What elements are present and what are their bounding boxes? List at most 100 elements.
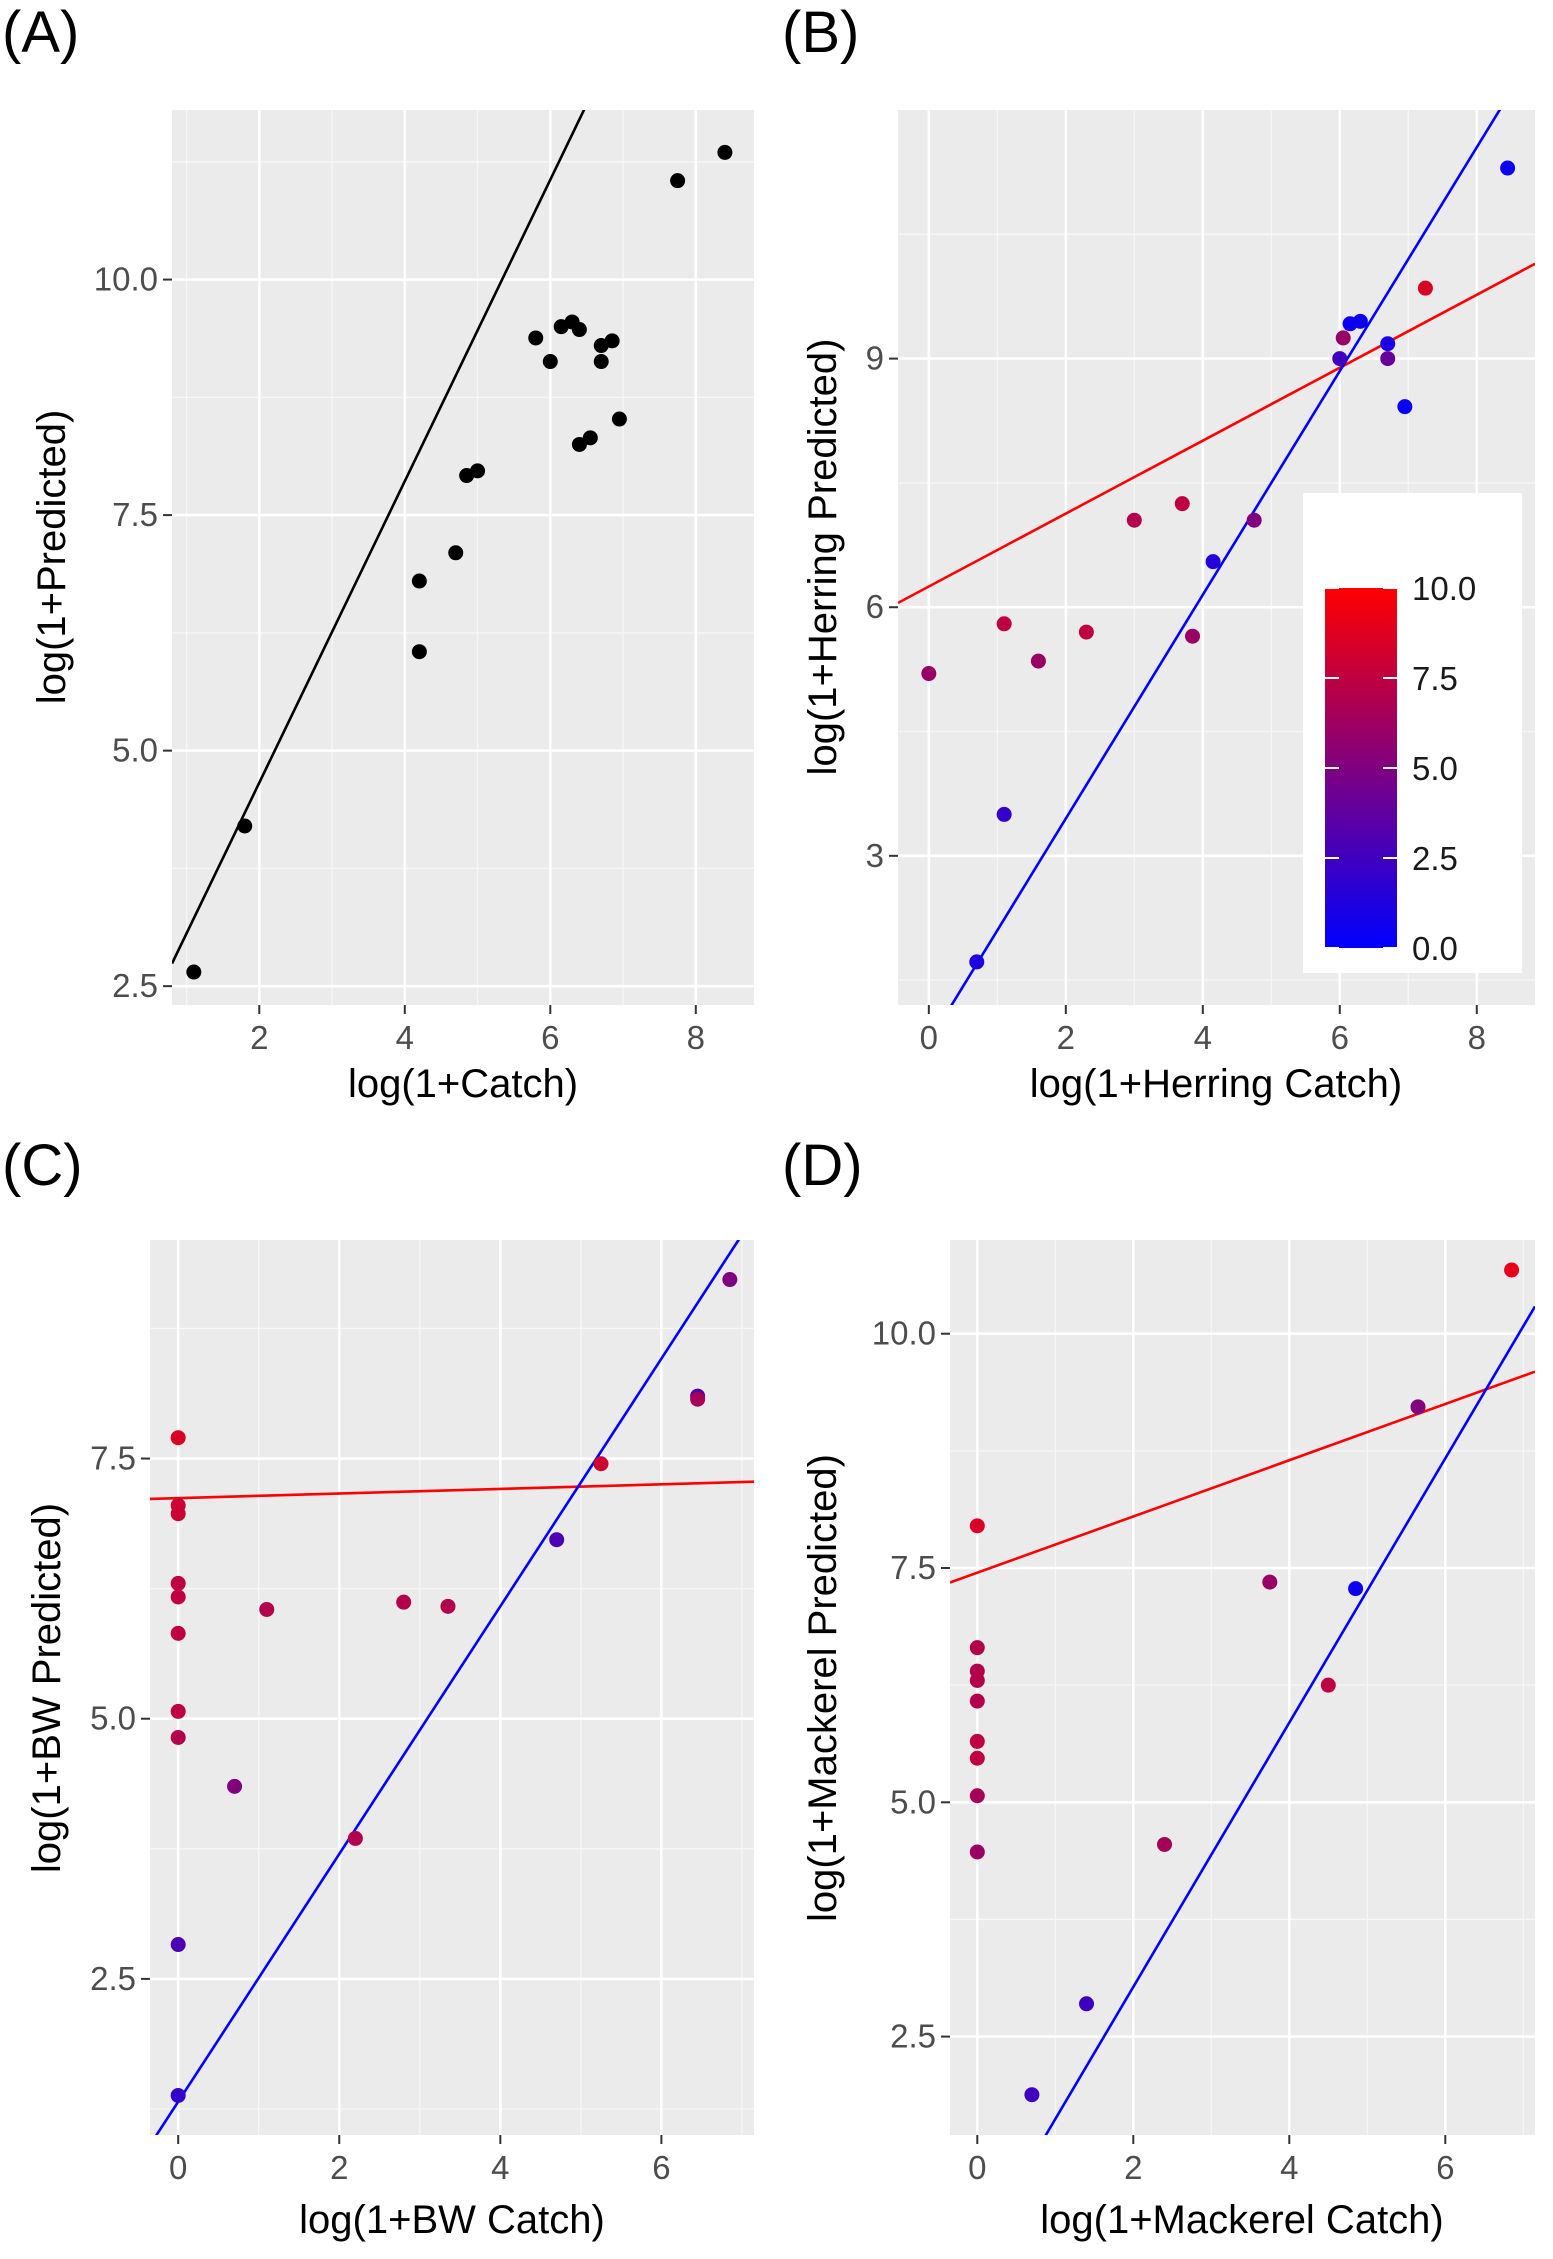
panel-b-data-point bbox=[921, 666, 937, 682]
panel-a-y-tick-label: 2.5 bbox=[112, 967, 158, 1004]
panel-d-data-point bbox=[969, 1788, 985, 1804]
panel-b-y-tick-label: 9 bbox=[866, 340, 884, 377]
panel-b-x-tick-label: 2 bbox=[1057, 1019, 1075, 1056]
panel-b-data-point bbox=[1380, 336, 1396, 352]
panel-a-lines bbox=[172, 110, 586, 965]
panel-c-data-point bbox=[170, 1589, 186, 1605]
panel-d-plot-area bbox=[950, 1240, 1535, 2135]
panel-c-plot-area bbox=[150, 1240, 754, 2135]
panel-c-data-point bbox=[347, 1830, 363, 1846]
panel-b-data-point bbox=[1126, 512, 1142, 528]
panel-a-data-point bbox=[470, 463, 486, 479]
panel-a-x-tick-label: 2 bbox=[250, 1019, 268, 1056]
panel-b-label: (B) bbox=[782, 0, 859, 65]
panel-d-x-tick-label: 2 bbox=[1124, 2149, 1142, 2186]
panel-b-data-point bbox=[1500, 160, 1516, 176]
panel-d-data-point bbox=[1024, 2087, 1040, 2103]
panel-b-data-point bbox=[1397, 399, 1413, 415]
panel-d-fit-line-red bbox=[950, 1370, 1535, 1584]
panel-b-data-point bbox=[1030, 653, 1046, 669]
panel-c-data-point bbox=[549, 1532, 565, 1548]
panel-a-x-axis-title: log(1+Catch) bbox=[348, 1062, 578, 1106]
panel-d-y-tick-label: 2.5 bbox=[890, 2018, 936, 2055]
panel-c: (C) 0 2 4 6 2.5 5.0 7.5 log(1+BW Catch) log(1+… bbox=[2, 1133, 754, 2242]
panel-a-x-tick-label: 4 bbox=[396, 1019, 414, 1056]
panel-d-data-point bbox=[969, 1672, 985, 1688]
panel-a-y-tick-label: 5.0 bbox=[112, 732, 158, 769]
panel-b-data-point bbox=[1332, 351, 1348, 367]
panel-d-x-tick-label: 0 bbox=[968, 2149, 986, 2186]
panel-b-x-tick-label: 0 bbox=[920, 1019, 938, 1056]
panel-b-data-point bbox=[1078, 624, 1094, 640]
panel-d-x-axis-title: log(1+Mackerel Catch) bbox=[1040, 2198, 1444, 2242]
panel-c-x-tick-label: 0 bbox=[169, 2149, 187, 2186]
panel-a-x-tick-label: 6 bbox=[541, 1019, 559, 1056]
panel-b-data-point bbox=[1185, 628, 1201, 644]
colorbar-tick-label: 7.5 bbox=[1412, 660, 1458, 697]
panel-c-plot-layer: 0 2 4 6 2.5 5.0 7.5 bbox=[90, 1240, 754, 2186]
panel-d-data-point bbox=[969, 1693, 985, 1709]
panel-a-data-point bbox=[411, 573, 427, 589]
panel-b-data-point bbox=[1380, 351, 1396, 367]
panel-c-y-axis-title: log(1+BW Predicted) bbox=[25, 1503, 69, 1873]
panel-d-data-point bbox=[969, 1733, 985, 1749]
panel-d-data-point bbox=[1079, 1996, 1094, 2012]
panel-b-data-point bbox=[996, 806, 1012, 822]
panel-b-data-point bbox=[1205, 554, 1221, 570]
panel-b-data-point bbox=[1352, 313, 1368, 329]
panel-c-y-tick-label: 2.5 bbox=[90, 1960, 136, 1997]
panel-a-data-point bbox=[237, 818, 253, 834]
panel-a-data-point bbox=[582, 430, 598, 446]
colorbar-tick-label: 10.0 bbox=[1412, 570, 1476, 607]
panel-c-label: (C) bbox=[2, 1133, 83, 1198]
panel-a-data-point bbox=[528, 330, 544, 346]
colorbar-tick-label: 0.0 bbox=[1412, 930, 1458, 967]
panel-b-data-point bbox=[969, 954, 985, 970]
panel-c-x-tick-label: 4 bbox=[491, 2149, 509, 2186]
colorbar-tick-label: 2.5 bbox=[1412, 840, 1458, 877]
panel-d-plot-layer: 0 2 4 6 2.5 5.0 7.5 10.0 bbox=[872, 1240, 1535, 2186]
panel-b-x-tick-label: 4 bbox=[1194, 1019, 1212, 1056]
panel-b-x-tick-label: 6 bbox=[1331, 1019, 1349, 1056]
panel-b: (B) 0 2 4 6 8 3 6 9 0.0 2.5 5.0 7.5 10.0 log(1+Herr… bbox=[782, 0, 1535, 1106]
panel-a-plot-area bbox=[172, 110, 754, 1005]
panel-a-data-point bbox=[186, 964, 202, 980]
panel-d-y-tick-label: 10.0 bbox=[872, 1315, 936, 1352]
panel-b-data-point bbox=[1174, 496, 1190, 512]
panel-c-data-point bbox=[170, 1937, 186, 1953]
panel-c-data-point bbox=[396, 1594, 412, 1610]
panel-c-y-tick-label: 7.5 bbox=[90, 1440, 136, 1477]
panel-a-plot-layer: 2 4 6 8 2.5 5.0 7.5 10.0 bbox=[94, 110, 754, 1056]
colorbar-tick-label: 5.0 bbox=[1412, 750, 1458, 787]
panel-d-label: (D) bbox=[782, 1133, 863, 1198]
panel-b-data-point bbox=[996, 616, 1012, 632]
panel-d-data-point bbox=[969, 1750, 985, 1766]
panel-a-data-point bbox=[717, 144, 733, 160]
panel-c-data-point bbox=[690, 1391, 706, 1407]
panel-c-data-point bbox=[722, 1272, 738, 1288]
panel-b-lines bbox=[898, 110, 1535, 1005]
panel-b-y-tick-label: 3 bbox=[866, 837, 884, 874]
panel-b-x-axis-title: log(1+Herring Catch) bbox=[1030, 1062, 1402, 1106]
panel-c-data-point bbox=[170, 2087, 186, 2103]
panel-a-y-axis-title: log(1+Predicted) bbox=[30, 410, 74, 705]
panel-c-data-point bbox=[170, 1506, 186, 1522]
panel-a-data-point bbox=[604, 333, 620, 349]
panel-c-data-point bbox=[170, 1575, 186, 1591]
panel-c-data-point bbox=[259, 1601, 275, 1617]
panel-d-y-tick-label: 7.5 bbox=[890, 1549, 936, 1586]
panel-b-plot-layer: 0 2 4 6 8 3 6 9 bbox=[866, 110, 1535, 1056]
panel-b-data-point bbox=[1335, 330, 1351, 346]
panel-c-lines bbox=[150, 1240, 754, 2135]
panel-b-y-tick-label: 6 bbox=[866, 588, 884, 625]
colorbar-ticks: 0.0 2.5 5.0 7.5 10.0 bbox=[1325, 570, 1476, 967]
panel-c-data-point bbox=[170, 1703, 186, 1719]
panel-a-data-point bbox=[571, 436, 587, 452]
panel-b-y-axis-title: log(1+Herring Predicted) bbox=[801, 339, 845, 776]
panel-c-x-tick-label: 2 bbox=[330, 2149, 348, 2186]
panel-a-label: (A) bbox=[2, 0, 79, 65]
panel-b-fit-line-red bbox=[898, 262, 1535, 605]
panel-c-data-point bbox=[170, 1625, 186, 1641]
panel-d-data-point bbox=[969, 1518, 985, 1534]
panel-a-data-point bbox=[411, 644, 427, 660]
